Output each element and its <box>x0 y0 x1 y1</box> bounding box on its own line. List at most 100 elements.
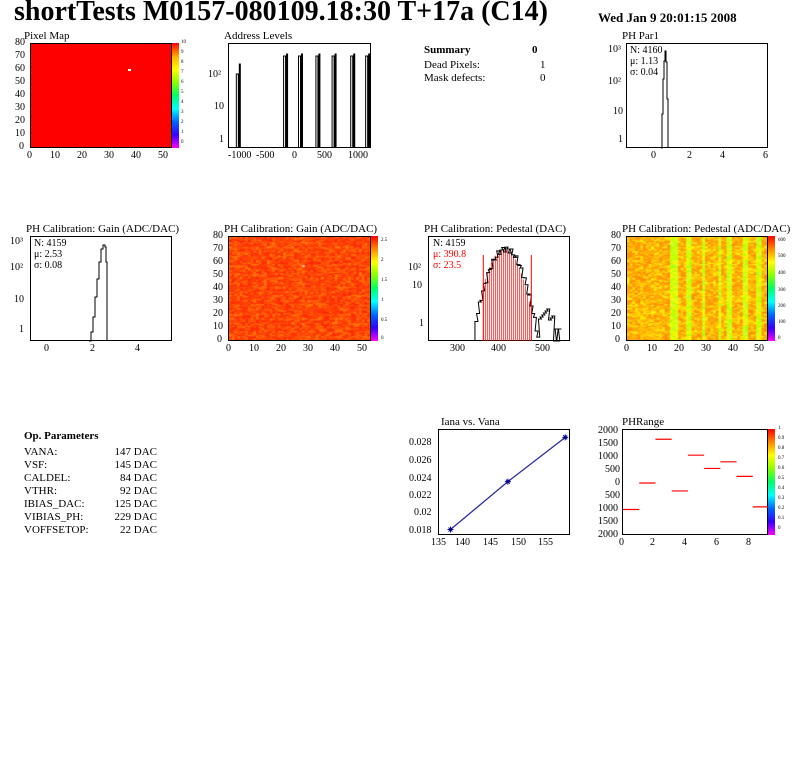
op-param-label: VTHR: <box>24 485 57 497</box>
y-tick: 0.024 <box>409 473 432 484</box>
gain-hist-title: PH Calibration: Gain (ADC/DAC) <box>26 223 180 235</box>
x-tick: -1000 <box>228 150 252 161</box>
y-tick: 10 <box>15 128 25 139</box>
gain-map-colorbar <box>371 236 378 341</box>
z-tick: 0.2 <box>778 506 785 511</box>
x-tick: 20 <box>674 343 684 354</box>
address-peak <box>298 53 303 148</box>
gain-hist-plot: N: 4159 μ: 2.53 σ: 0.08 <box>30 236 172 342</box>
z-tick: 2 <box>181 120 184 125</box>
y-tick: 60 <box>213 256 223 267</box>
z-tick: 0.7 <box>778 456 785 461</box>
gain-map-canvas <box>229 237 370 340</box>
x-tick: 6 <box>763 150 768 161</box>
z-tick: 7 <box>181 70 184 75</box>
y-tick: 2000 <box>598 529 618 540</box>
y-tick: 0.02 <box>414 507 432 518</box>
y-tick: 1500 <box>598 516 618 527</box>
y-tick: 10² <box>408 262 421 273</box>
y-tick: 1000 <box>598 503 618 514</box>
gain-hist-svg <box>89 244 108 342</box>
address-peak <box>365 53 371 148</box>
x-tick: 2 <box>90 343 95 354</box>
y-tick: 0.018 <box>409 525 432 536</box>
y-tick: 80 <box>213 230 223 241</box>
x-tick: 10 <box>50 150 60 161</box>
pixel-map-plot <box>30 43 172 148</box>
stat-sigma: σ: 0.04 <box>630 67 659 78</box>
x-tick: 20 <box>276 343 286 354</box>
y-tick: 2000 <box>598 425 618 436</box>
pedestal-map-title: PH Calibration: Pedestal (ADC/DAC) <box>622 223 791 235</box>
op-param-value: 22 DAC <box>120 524 157 536</box>
y-tick: 10² <box>10 262 23 273</box>
x-tick: 500 <box>317 150 332 161</box>
y-tick: 0 <box>615 334 620 345</box>
y-tick: 500 <box>605 490 620 501</box>
z-tick: 0.5 <box>381 318 388 323</box>
address-peak <box>283 53 289 148</box>
ph-par1-title: PH Par1 <box>622 30 659 42</box>
address-peak <box>235 63 241 148</box>
stat-n: N: 4160 <box>630 45 663 56</box>
x-tick: 4 <box>682 537 687 548</box>
y-tick: 30 <box>15 102 25 113</box>
x-tick: 40 <box>330 343 340 354</box>
y-tick: 10 <box>14 294 24 305</box>
y-tick: 0.022 <box>409 490 432 501</box>
z-tick: 1.5 <box>381 278 388 283</box>
z-tick: 0 <box>381 336 384 341</box>
z-tick: 600 <box>778 238 786 243</box>
y-tick: 60 <box>611 256 621 267</box>
op-param-label: VANA: <box>24 446 58 458</box>
summary-label: Dead Pixels: <box>424 59 480 71</box>
x-tick: 10 <box>647 343 657 354</box>
y-tick: 80 <box>611 230 621 241</box>
stat-mean: μ: 390.8 <box>433 249 467 260</box>
op-param-value: 229 DAC <box>114 511 157 523</box>
page-title: shortTests M0157-080109.18:30 T+17a (C14… <box>14 0 548 27</box>
x-tick: 0 <box>624 343 629 354</box>
z-tick: 2.5 <box>381 238 388 243</box>
y-tick: 1000 <box>598 451 618 462</box>
op-params-title: Op. Parameters <box>24 430 99 442</box>
x-tick: 30 <box>701 343 711 354</box>
z-tick: 6 <box>181 80 184 85</box>
z-tick: 0.6 <box>778 466 785 471</box>
x-tick: 0 <box>226 343 231 354</box>
x-tick: 20 <box>77 150 87 161</box>
phrange-title: PHRange <box>622 416 665 428</box>
y-tick: 1 <box>419 318 424 329</box>
x-tick: 10 <box>249 343 259 354</box>
x-tick: 0 <box>292 150 297 161</box>
y-tick: 1 <box>19 324 24 335</box>
iana-vana-svg <box>447 434 569 533</box>
y-tick: 10² <box>208 69 221 80</box>
y-tick: 30 <box>611 295 621 306</box>
iana-vana-plot <box>438 429 570 535</box>
op-param-label: VIBIAS_PH: <box>24 511 84 523</box>
y-tick: 20 <box>213 308 223 319</box>
op-param-value: 84 DAC <box>120 472 157 484</box>
summary-count: 0 <box>532 44 538 56</box>
y-tick: 40 <box>213 282 223 293</box>
iana-vana-title: Iana vs. Vana <box>441 416 500 428</box>
ph-par1-svg <box>661 50 669 149</box>
z-tick: 400 <box>778 271 786 276</box>
y-tick: 20 <box>15 115 25 126</box>
op-param-value: 145 DAC <box>114 459 157 471</box>
dead-pixel-marker <box>128 69 131 71</box>
z-tick: 0.3 <box>778 496 785 501</box>
y-tick: 50 <box>15 76 25 87</box>
x-tick: 4 <box>135 343 140 354</box>
y-tick: 1 <box>618 134 623 145</box>
y-tick: 10³ <box>608 44 621 55</box>
x-tick: 50 <box>158 150 168 161</box>
y-tick: 1500 <box>598 438 618 449</box>
pedestal-hist-svg <box>474 246 562 342</box>
y-tick: 0 <box>615 477 620 488</box>
y-tick: 70 <box>213 243 223 254</box>
x-tick: 30 <box>303 343 313 354</box>
y-tick: 0.028 <box>409 437 432 448</box>
ph-par1-plot: N: 4160 μ: 1.13 σ: 0.04 <box>626 43 768 149</box>
